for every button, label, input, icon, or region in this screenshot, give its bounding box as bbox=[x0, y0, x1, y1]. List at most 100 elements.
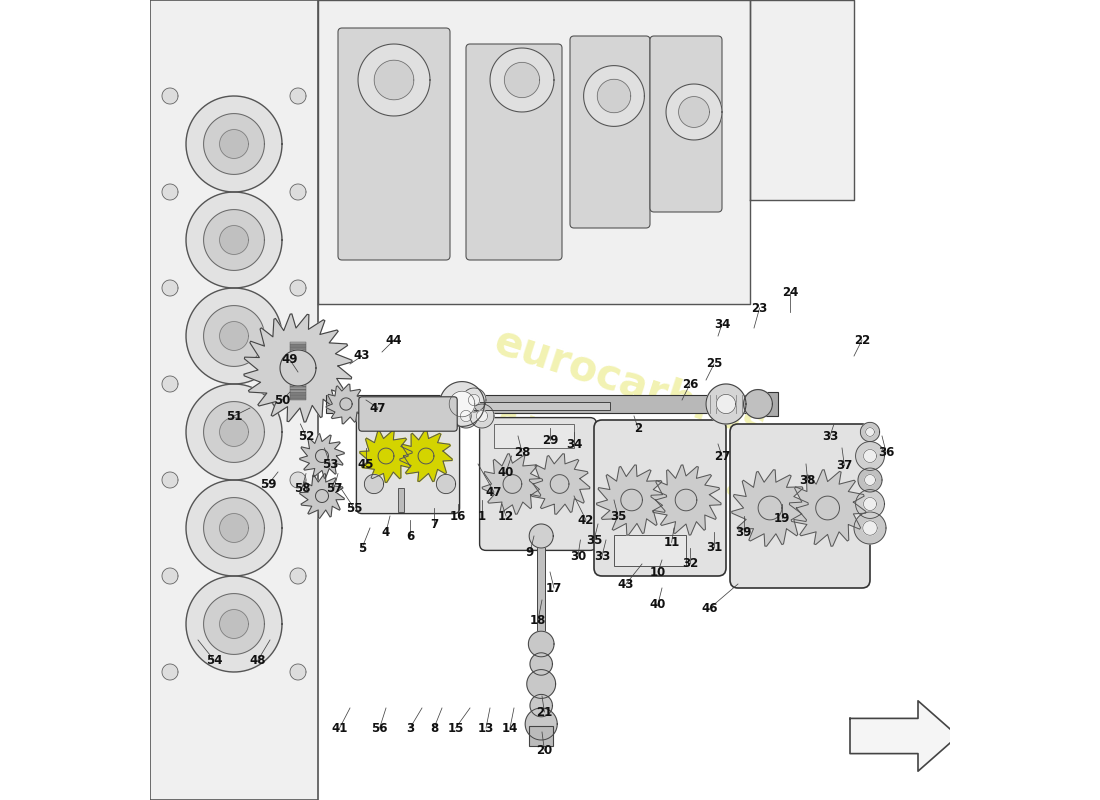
Polygon shape bbox=[666, 84, 722, 140]
Polygon shape bbox=[850, 701, 958, 771]
Polygon shape bbox=[162, 568, 178, 584]
Text: 33: 33 bbox=[822, 430, 838, 442]
Polygon shape bbox=[290, 363, 306, 365]
Text: 51: 51 bbox=[226, 410, 242, 422]
Polygon shape bbox=[597, 79, 630, 113]
Polygon shape bbox=[614, 535, 686, 566]
Polygon shape bbox=[866, 428, 874, 436]
Polygon shape bbox=[204, 402, 264, 462]
Polygon shape bbox=[550, 474, 569, 494]
Polygon shape bbox=[858, 468, 882, 492]
Polygon shape bbox=[494, 424, 574, 448]
Polygon shape bbox=[162, 280, 178, 296]
Text: 40: 40 bbox=[498, 466, 514, 478]
Polygon shape bbox=[537, 540, 546, 724]
Polygon shape bbox=[462, 388, 486, 412]
Text: 56: 56 bbox=[372, 722, 388, 734]
Text: 38: 38 bbox=[800, 474, 816, 486]
Text: 47: 47 bbox=[486, 486, 503, 498]
Text: 1: 1 bbox=[477, 510, 486, 522]
Text: 20: 20 bbox=[537, 744, 552, 757]
Polygon shape bbox=[290, 366, 306, 368]
Polygon shape bbox=[679, 97, 710, 127]
Polygon shape bbox=[186, 288, 282, 384]
Polygon shape bbox=[461, 410, 472, 422]
Polygon shape bbox=[490, 48, 554, 112]
Polygon shape bbox=[220, 130, 249, 158]
Text: 30: 30 bbox=[570, 550, 586, 562]
Text: 54: 54 bbox=[206, 654, 222, 666]
Polygon shape bbox=[290, 184, 306, 200]
Polygon shape bbox=[864, 498, 877, 510]
Polygon shape bbox=[220, 610, 249, 638]
Polygon shape bbox=[290, 349, 306, 350]
Text: 47: 47 bbox=[370, 402, 386, 414]
Polygon shape bbox=[162, 472, 178, 488]
Polygon shape bbox=[290, 390, 306, 392]
Text: 27: 27 bbox=[714, 450, 730, 462]
Text: 28: 28 bbox=[514, 446, 530, 458]
Polygon shape bbox=[290, 664, 306, 680]
FancyBboxPatch shape bbox=[480, 418, 596, 550]
Polygon shape bbox=[290, 347, 306, 349]
Polygon shape bbox=[290, 354, 306, 355]
Text: 2: 2 bbox=[634, 422, 642, 434]
Polygon shape bbox=[716, 394, 736, 414]
Polygon shape bbox=[469, 394, 480, 406]
Polygon shape bbox=[529, 454, 590, 514]
FancyBboxPatch shape bbox=[650, 36, 722, 212]
Polygon shape bbox=[290, 381, 306, 382]
Polygon shape bbox=[290, 472, 306, 488]
Polygon shape bbox=[860, 422, 880, 442]
Text: 12: 12 bbox=[498, 510, 514, 522]
Text: 35: 35 bbox=[586, 534, 602, 546]
Polygon shape bbox=[864, 450, 877, 462]
Polygon shape bbox=[462, 402, 610, 410]
Text: 57: 57 bbox=[326, 482, 342, 494]
Polygon shape bbox=[399, 430, 452, 482]
Polygon shape bbox=[299, 474, 344, 518]
Polygon shape bbox=[290, 398, 306, 400]
Text: 6: 6 bbox=[406, 530, 414, 542]
Text: 59: 59 bbox=[260, 478, 277, 490]
Polygon shape bbox=[290, 352, 306, 354]
Polygon shape bbox=[290, 397, 306, 398]
Polygon shape bbox=[326, 395, 774, 413]
Text: 11: 11 bbox=[663, 536, 680, 549]
Text: 8: 8 bbox=[430, 722, 438, 734]
Text: 31: 31 bbox=[706, 541, 722, 554]
Polygon shape bbox=[651, 465, 722, 535]
Polygon shape bbox=[437, 474, 455, 494]
Text: 25: 25 bbox=[706, 358, 723, 370]
Polygon shape bbox=[290, 374, 306, 376]
Polygon shape bbox=[244, 314, 352, 422]
Polygon shape bbox=[816, 496, 839, 520]
Polygon shape bbox=[378, 448, 394, 464]
Polygon shape bbox=[220, 322, 249, 350]
Polygon shape bbox=[440, 382, 484, 426]
Polygon shape bbox=[862, 521, 877, 535]
Text: 36: 36 bbox=[878, 446, 894, 458]
Polygon shape bbox=[280, 350, 316, 386]
Polygon shape bbox=[758, 392, 778, 416]
Polygon shape bbox=[186, 96, 282, 192]
Text: 9: 9 bbox=[526, 546, 535, 558]
Polygon shape bbox=[290, 88, 306, 104]
Polygon shape bbox=[290, 342, 306, 344]
Polygon shape bbox=[150, 0, 318, 800]
Text: 55: 55 bbox=[345, 502, 362, 514]
Polygon shape bbox=[290, 350, 306, 352]
Polygon shape bbox=[290, 568, 306, 584]
Polygon shape bbox=[162, 376, 178, 392]
Polygon shape bbox=[290, 392, 306, 394]
Polygon shape bbox=[327, 384, 366, 424]
Polygon shape bbox=[290, 384, 306, 386]
Polygon shape bbox=[290, 387, 306, 389]
Polygon shape bbox=[744, 390, 772, 418]
Text: 4: 4 bbox=[382, 526, 390, 538]
Text: 14: 14 bbox=[502, 722, 518, 734]
Polygon shape bbox=[856, 442, 884, 470]
Polygon shape bbox=[398, 488, 405, 512]
Text: 24: 24 bbox=[782, 286, 799, 298]
Polygon shape bbox=[290, 358, 306, 360]
